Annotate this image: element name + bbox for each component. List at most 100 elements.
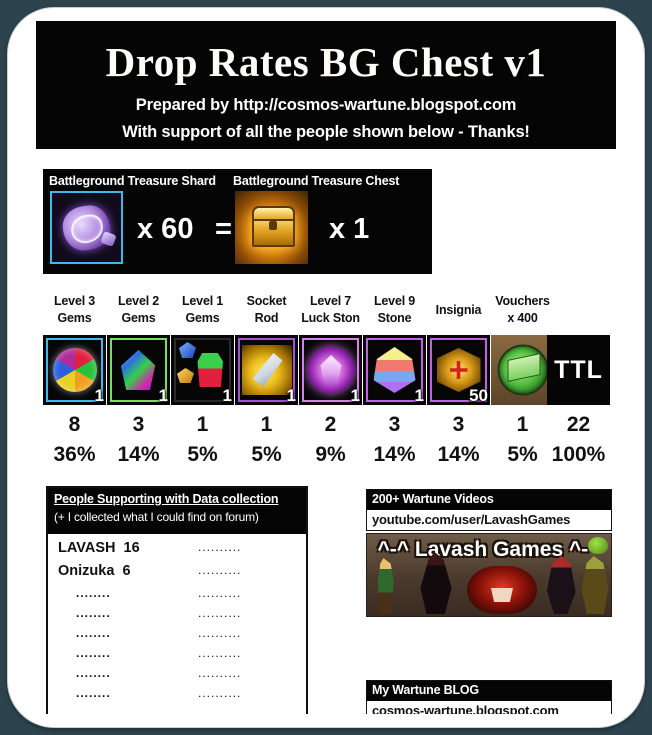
item-rarity-border bbox=[430, 338, 487, 402]
chest-label: Battleground Treasure Chest bbox=[233, 174, 400, 188]
supporter-row: .................. bbox=[48, 606, 306, 626]
supporter-name: ........ bbox=[76, 706, 111, 714]
supporter-name: ........ bbox=[76, 686, 111, 700]
videos-url[interactable]: youtube.com/user/LavashGames bbox=[367, 510, 611, 530]
item-header-line2: x 400 bbox=[507, 311, 538, 325]
supporters-title: People Supporting with Data collection bbox=[54, 492, 279, 506]
item-slot-4[interactable]: 1 bbox=[299, 335, 362, 405]
item-stack-count: 1 bbox=[94, 386, 104, 405]
blog-url[interactable]: cosmos-wartune.blogspot.com bbox=[367, 701, 611, 714]
percent-4: 9% bbox=[315, 443, 346, 466]
shard-label: Battleground Treasure Shard bbox=[49, 174, 216, 188]
item-slot-3[interactable]: 1 bbox=[235, 335, 298, 405]
item-slot-2[interactable]: 1 bbox=[171, 335, 234, 405]
percent-2: 5% bbox=[187, 443, 218, 466]
item-header-4: Level 7 Luck Ston bbox=[295, 293, 366, 327]
item-header-7: Vouchers x 400 bbox=[487, 293, 558, 327]
item-headers: Level 3 Gems Level 2 Gems Level 1 Gems Socket R… bbox=[43, 293, 610, 333]
supporter-dots: .......... bbox=[198, 686, 242, 700]
supporters-list: LAVASH 16.......... Onizuka 6............… bbox=[48, 540, 306, 714]
supporter-row: LAVASH 16.......... bbox=[48, 540, 306, 563]
item-slot-7[interactable] bbox=[491, 335, 554, 405]
videos-box[interactable]: 200+ Wartune Videos youtube.com/user/Lav… bbox=[366, 489, 612, 531]
supporter-dots: .......... bbox=[198, 706, 242, 714]
item-header-line1: Socket bbox=[246, 294, 287, 308]
item-rarity-border bbox=[174, 338, 231, 402]
treasure-chest-icon bbox=[235, 191, 308, 264]
poster-header: Drop Rates BG Chest v1 Prepared by http:… bbox=[36, 21, 616, 149]
item-header-line2: Luck Ston bbox=[301, 311, 360, 325]
item-stack-count: 1 bbox=[350, 386, 360, 405]
videos-header: 200+ Wartune Videos bbox=[367, 490, 611, 510]
banner-character-demon bbox=[467, 566, 537, 614]
total-count: 22 bbox=[566, 413, 591, 436]
supporter-dots: .......... bbox=[198, 666, 242, 680]
item-header-line2: Gems bbox=[185, 311, 220, 325]
supporter-dots: .......... bbox=[198, 626, 242, 640]
item-stack-count: 1 bbox=[286, 386, 296, 405]
count-3: 1 bbox=[260, 413, 273, 436]
count-5: 3 bbox=[388, 413, 401, 436]
supporter-name: ........ bbox=[76, 626, 111, 640]
poster-sheet: Drop Rates BG Chest v1 Prepared by http:… bbox=[22, 21, 630, 714]
supporter-row: .................. bbox=[48, 666, 306, 686]
item-header-6: Insignia bbox=[423, 302, 494, 319]
supporters-box: People Supporting with Data collection (… bbox=[46, 486, 308, 714]
percent-5: 14% bbox=[373, 443, 416, 466]
treasure-shard-icon bbox=[50, 191, 123, 264]
supporter-dots: .......... bbox=[198, 606, 242, 620]
item-slot-0[interactable]: 1 bbox=[43, 335, 106, 405]
level-3-gem-icon bbox=[52, 348, 97, 392]
percent-0: 36% bbox=[53, 443, 96, 466]
item-header-3: Socket Rod bbox=[231, 293, 302, 327]
banner-title: ^-^ Lavash Games ^-^ bbox=[377, 538, 601, 561]
frog-icon bbox=[588, 537, 608, 554]
item-icon-row: 1 1 1 1 1 1 50 TTL bbox=[43, 335, 610, 405]
banner-character-beast bbox=[581, 556, 609, 614]
item-header-2: Level 1 Gems bbox=[167, 293, 238, 327]
supporter-dots: .......... bbox=[198, 586, 242, 600]
supporters-subtitle: (+ I collected what I could find on foru… bbox=[54, 510, 259, 524]
item-header-line2: Gems bbox=[121, 311, 156, 325]
item-header-0: Level 3 Gems bbox=[39, 293, 110, 327]
item-slot-5[interactable]: 1 bbox=[363, 335, 426, 405]
item-slot-1[interactable]: 1 bbox=[107, 335, 170, 405]
supporter-name: ........ bbox=[76, 646, 111, 660]
item-header-line1: Vouchers bbox=[495, 294, 550, 308]
percent-7: 5% bbox=[507, 443, 538, 466]
level-1-gem-icon bbox=[171, 335, 234, 405]
count-2: 1 bbox=[196, 413, 209, 436]
item-header-1: Level 2 Gems bbox=[103, 293, 174, 327]
item-slot-6[interactable]: 50 bbox=[427, 335, 490, 405]
supporter-row: .................. bbox=[48, 586, 306, 606]
supporters-header: People Supporting with Data collection (… bbox=[48, 488, 306, 534]
item-header-line1: Level 2 bbox=[118, 294, 159, 308]
conversion-panel: Battleground Treasure Shard Battleground… bbox=[43, 169, 432, 274]
supporter-row: .................. bbox=[48, 706, 306, 714]
item-header-line1: Level 7 bbox=[310, 294, 351, 308]
supporter-row: Onizuka 6.......... bbox=[48, 563, 306, 586]
shard-quantity: x 60 bbox=[137, 213, 194, 245]
count-1: 3 bbox=[132, 413, 145, 436]
item-stack-count: 50 bbox=[469, 386, 488, 405]
blog-box[interactable]: My Wartune BLOG cosmos-wartune.blogspot.… bbox=[366, 680, 612, 714]
item-header-line2: Insignia bbox=[435, 303, 482, 317]
supporter-name: ........ bbox=[76, 666, 111, 680]
percent-1: 14% bbox=[117, 443, 160, 466]
supporter-name: LAVASH 16 bbox=[58, 540, 140, 556]
count-0: 8 bbox=[68, 413, 81, 436]
item-header-line1: Level 9 bbox=[374, 294, 415, 308]
item-rarity-border bbox=[110, 338, 167, 402]
supporter-row: .................. bbox=[48, 646, 306, 666]
item-stack-count: 1 bbox=[222, 386, 232, 405]
supporter-dots: .......... bbox=[198, 563, 242, 577]
item-header-5: Level 9 Stone bbox=[359, 293, 430, 327]
item-header-line2: Gems bbox=[57, 311, 92, 325]
item-stack-count: 1 bbox=[414, 386, 424, 405]
supporter-name: ........ bbox=[76, 586, 111, 600]
supporter-name: Onizuka 6 bbox=[58, 563, 131, 579]
insignia-icon bbox=[436, 348, 481, 392]
total-label: TTL bbox=[547, 335, 610, 405]
item-stack-count: 1 bbox=[158, 386, 168, 405]
supporter-name: ........ bbox=[76, 606, 111, 620]
